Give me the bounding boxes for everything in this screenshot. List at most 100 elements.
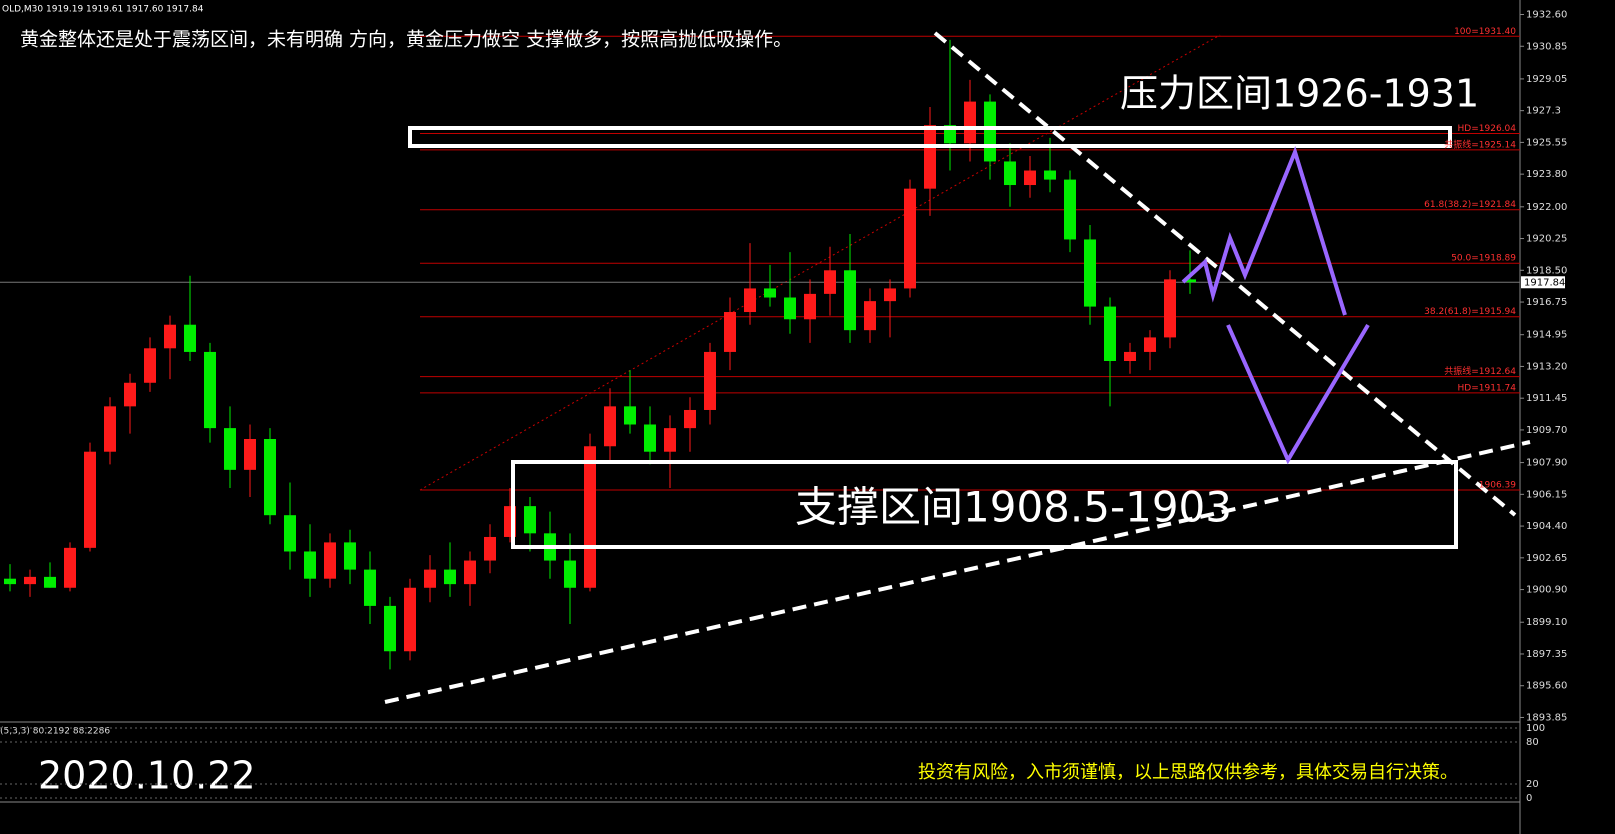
candle-body [904, 188, 916, 289]
resistance-box [408, 126, 1452, 148]
candle-body [844, 270, 856, 331]
candle-body [564, 560, 576, 588]
candle-body [424, 569, 436, 588]
candle-body [1044, 170, 1056, 180]
candle-body [824, 270, 836, 294]
candle-body [744, 288, 756, 313]
candle-body [24, 576, 36, 585]
candle-body [724, 312, 736, 352]
candle-body [184, 324, 196, 352]
y-tick-label: 1923.80 [1526, 169, 1567, 180]
candle-body [1144, 337, 1156, 352]
trend-line [384, 440, 1531, 704]
candle-body [584, 446, 596, 588]
fib-label: 100=1931.40 [1454, 27, 1516, 37]
fib-label: 38.2(61.8)=1915.94 [1424, 307, 1516, 317]
resistance-label: 压力区间1926-1931 [1120, 72, 1479, 116]
candle-body [244, 439, 256, 470]
y-tick-label: 1895.60 [1526, 681, 1567, 692]
y-tick-label: 1922.00 [1526, 202, 1567, 213]
candle-body [624, 406, 636, 425]
candle-body [764, 288, 776, 298]
candle-body [64, 547, 76, 588]
osc-tick-label: 0 [1526, 793, 1532, 804]
y-tick-label: 1930.85 [1526, 41, 1567, 52]
fib-label: 50.0=1918.89 [1451, 254, 1516, 264]
path-arrow [1226, 323, 1370, 465]
channel-line [419, 34, 1221, 491]
candle-body [324, 542, 336, 579]
candle-body [204, 351, 216, 429]
y-tick-label: 1909.70 [1526, 425, 1567, 436]
candle-body [404, 587, 416, 652]
symbol-info: OLD,M30 1919.19 1919.61 1917.60 1917.84 [2, 5, 204, 15]
candle-body [1124, 351, 1136, 361]
y-tick-label: 1902.65 [1526, 553, 1567, 564]
candle-body [84, 451, 96, 548]
candle-body [864, 301, 876, 331]
last-price-label: 1917.84 [1524, 277, 1565, 288]
candle-body [644, 424, 656, 452]
y-tick-label: 1900.90 [1526, 585, 1567, 596]
candle-body [684, 409, 696, 429]
candle-body [804, 293, 816, 320]
y-tick-label: 1929.05 [1526, 74, 1567, 85]
y-tick-label: 1893.85 [1526, 712, 1567, 723]
candle-body [344, 542, 356, 570]
candle-body [444, 569, 456, 585]
last-price-box [1521, 276, 1565, 289]
trend-line [933, 31, 1517, 517]
y-tick-label: 1906.15 [1526, 489, 1567, 500]
y-tick-label: 1916.75 [1526, 297, 1567, 308]
candle-body [464, 560, 476, 585]
candle-body [1024, 170, 1036, 186]
candle-body [984, 101, 996, 162]
candle-body [364, 569, 376, 606]
candle-body [164, 324, 176, 349]
candle-body [884, 288, 896, 302]
osc-tick-label: 80 [1526, 737, 1539, 748]
disclaimer: 投资有风险，入市须谨慎，以上思路仅供参考，具体交易自行决策。 [918, 762, 1458, 783]
candle-body [144, 348, 156, 383]
y-tick-label: 1925.55 [1526, 137, 1567, 148]
fib-label: 共振线=1925.14 [1444, 138, 1516, 150]
candle-body [284, 515, 296, 552]
fib-label: 共振线=1912.64 [1444, 365, 1516, 377]
y-tick-label: 1932.60 [1526, 10, 1567, 21]
candle-body [664, 428, 676, 452]
y-tick-label: 1918.50 [1526, 265, 1567, 276]
y-tick-label: 1920.25 [1526, 234, 1567, 245]
candle-body [4, 578, 16, 585]
candle-body [604, 406, 616, 447]
date-label: 2020.10.22 [38, 754, 256, 798]
y-tick-label: 1913.20 [1526, 361, 1567, 372]
candle-body [524, 506, 536, 534]
fib-label: HD=1926.04 [1458, 124, 1517, 134]
y-tick-label: 1927.3 [1526, 106, 1561, 117]
candle-body [484, 536, 496, 561]
candle-body [964, 101, 976, 144]
candle-body [104, 406, 116, 452]
candle-body [784, 297, 796, 320]
candle-body [124, 382, 136, 407]
candle-body [304, 551, 316, 579]
y-tick-label: 1904.40 [1526, 521, 1567, 532]
support-box [511, 460, 1458, 549]
candle-body [264, 439, 276, 516]
candle-body [1084, 239, 1096, 307]
y-tick-label: 1897.35 [1526, 649, 1567, 660]
y-tick-label: 1914.95 [1526, 330, 1567, 341]
oscillator-label: (5,3,3) 80.2192 88.2286 [0, 727, 110, 737]
candle-body [1064, 179, 1076, 240]
support-label: 支撑区间1908.5-1903 [795, 483, 1232, 532]
candle-body [224, 428, 236, 470]
candle-body [1104, 306, 1116, 361]
candle-body [384, 605, 396, 652]
candle-body [44, 576, 56, 588]
y-tick-label: 1899.10 [1526, 617, 1567, 628]
osc-tick-label: 20 [1526, 779, 1539, 790]
comment: 黄金整体还是处于震荡区间，未有明确 方向，黄金压力做空 支撑做多，按照高抛低吸操… [20, 29, 792, 51]
candle-body [1184, 279, 1196, 283]
fib-label: 61.8(38.2)=1921.84 [1424, 200, 1516, 210]
